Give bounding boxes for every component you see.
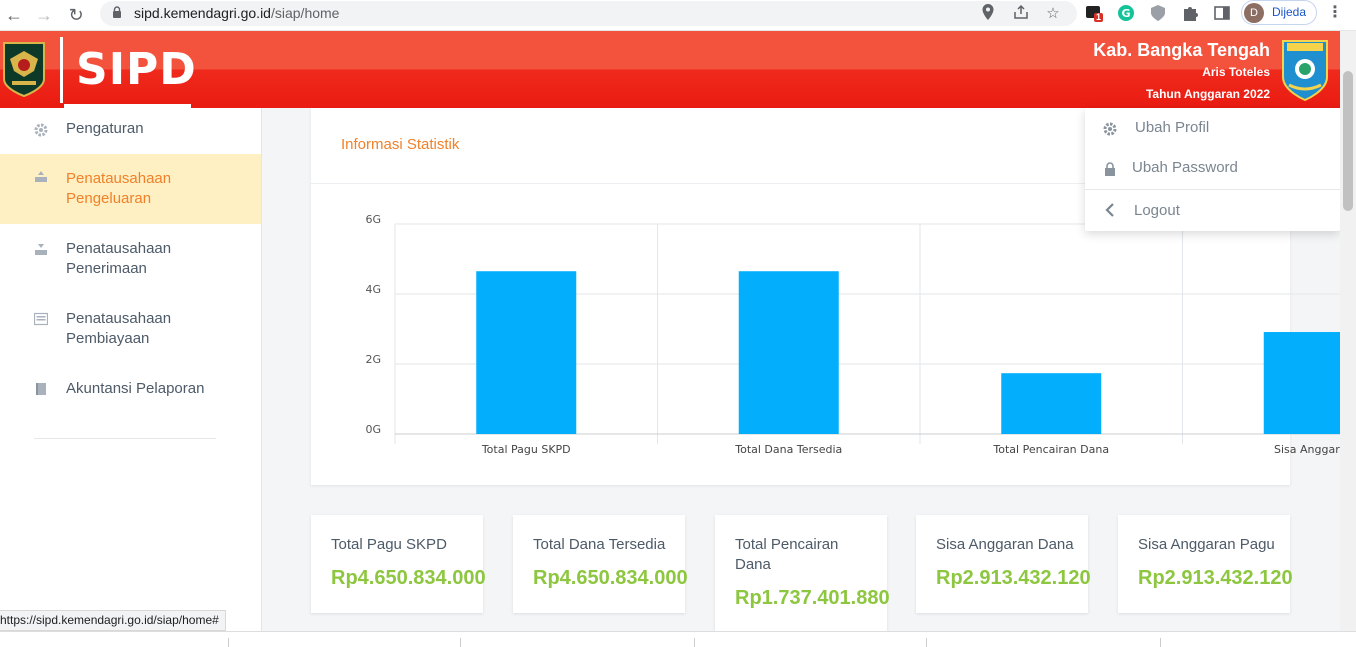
separator xyxy=(228,638,229,647)
user-dropdown-menu: Ubah Profil Ubah Password Logout xyxy=(1085,108,1340,231)
sidebar-divider xyxy=(34,438,216,439)
summary-label: Total Pagu SKPD xyxy=(331,536,447,553)
scrollbar-thumb[interactable] xyxy=(1343,71,1353,211)
profile-button[interactable]: D Dijeda xyxy=(1241,0,1317,25)
statistic-bar-chart: 0G 2G 4G 6G Total Pagu SKPD Total Dana Tersed… xyxy=(365,213,1340,456)
side-panel-icon[interactable] xyxy=(1213,4,1231,22)
region-name: Kab. Bangka Tengah xyxy=(1093,40,1270,60)
summary-card-total-pencairan: Total Pencairan Dana Rp1.737.401.880 xyxy=(715,515,890,631)
x-tick-label: Total Pagu SKPD xyxy=(481,443,571,456)
reload-icon[interactable]: ↻ xyxy=(68,5,84,25)
gear-icon xyxy=(34,123,48,137)
svg-text:G: G xyxy=(1121,7,1130,20)
y-tick-label: 6G xyxy=(365,213,381,226)
user-name: Aris Toteles xyxy=(1202,65,1270,79)
card-divider xyxy=(311,183,1290,184)
summary-value: Rp2.913.432.120 xyxy=(1138,567,1293,589)
y-tick-label: 2G xyxy=(365,353,381,366)
extension-badge: 1 xyxy=(1096,12,1102,22)
summary-value: Rp2.913.432.120 xyxy=(936,567,1091,589)
menu-item-logout[interactable]: Logout xyxy=(1085,190,1340,230)
sidebar-item-label: Penatausahaan Penerimaan xyxy=(66,240,172,277)
page-scrollbar[interactable] xyxy=(1340,31,1356,631)
chevron-left-icon xyxy=(1105,203,1114,217)
sidebar-item-label: Pengaturan xyxy=(66,120,144,137)
summary-label: Sisa Anggaran Pagu xyxy=(1138,536,1275,553)
menu-item-label: Ubah Profil xyxy=(1135,119,1210,136)
sidebar-item-label: Akuntansi Pelaporan xyxy=(66,380,205,397)
sidebar-item-penatausahaan-penerimaan[interactable]: Penatausahaan Penerimaan xyxy=(0,224,261,294)
gear-icon xyxy=(1103,122,1117,136)
bar xyxy=(476,271,577,434)
logo-underline xyxy=(64,104,191,108)
forward-icon[interactable]: → xyxy=(35,5,53,25)
menu-item-label: Ubah Password xyxy=(1132,159,1238,176)
url-text: sipd.kemendagri.go.id/siap/home xyxy=(134,5,340,21)
fiscal-year: Tahun Anggaran 2022 xyxy=(1145,87,1270,101)
address-bar[interactable]: sipd.kemendagri.go.id/siap/home ☆ xyxy=(100,1,1077,26)
regency-emblem-icon[interactable] xyxy=(1281,37,1329,101)
y-tick-label: 4G xyxy=(365,283,381,296)
separator xyxy=(1160,638,1161,647)
bar xyxy=(1001,373,1102,434)
inbox-icon xyxy=(35,244,47,255)
summary-card-sisa-dana: Sisa Anggaran Dana Rp2.913.432.120 xyxy=(916,515,1091,613)
puzzle-icon[interactable] xyxy=(1181,4,1199,22)
statistic-title: Informasi Statistik xyxy=(341,136,460,153)
shield-icon[interactable] xyxy=(1149,4,1167,22)
x-tick-label: Total Pencairan Dana xyxy=(992,443,1109,456)
status-link-preview: https://sipd.kemendagri.go.id/siap/home# xyxy=(0,610,226,631)
x-tick-label: Sisa Anggaran xyxy=(1274,443,1340,456)
sidebar-item-akuntansi-pelaporan[interactable]: Akuntansi Pelaporan xyxy=(0,364,261,410)
separator xyxy=(926,638,927,647)
book-icon xyxy=(36,383,46,395)
menu-item-ubah-profil[interactable]: Ubah Profil xyxy=(1085,108,1340,148)
bookmark-star-icon[interactable]: ☆ xyxy=(1046,5,1060,22)
separator xyxy=(460,638,461,647)
menu-item-label: Logout xyxy=(1134,202,1180,219)
summary-value: Rp1.737.401.880 xyxy=(735,587,890,609)
separator xyxy=(694,638,695,647)
bottom-strip xyxy=(0,631,1356,647)
list-icon xyxy=(34,312,48,326)
sidebar-item-pengaturan[interactable]: Pengaturan xyxy=(0,108,261,154)
sidebar-item-label: Penatausahaan Pengeluaran xyxy=(66,170,172,207)
sidebar-item-penatausahaan-pengeluaran[interactable]: Penatausahaan Pengeluaran xyxy=(0,154,261,224)
grammarly-icon[interactable]: G xyxy=(1117,4,1135,22)
avatar: D xyxy=(1244,3,1264,23)
lock-icon xyxy=(1105,162,1115,176)
location-icon[interactable] xyxy=(978,4,998,24)
bar xyxy=(1263,332,1340,434)
bar xyxy=(738,271,839,434)
summary-card-sisa-pagu: Sisa Anggaran Pagu Rp2.913.432.120 xyxy=(1118,515,1293,613)
outbox-icon xyxy=(35,171,47,182)
summary-label: Total Dana Tersedia xyxy=(533,536,666,553)
menu-item-ubah-password[interactable]: Ubah Password xyxy=(1085,148,1340,188)
summary-card-total-pagu: Total Pagu SKPD Rp4.650.834.000 xyxy=(311,515,486,613)
sidebar: Pengaturan Penatausahaan Pengeluaran Pen… xyxy=(0,108,262,631)
menu-kebab-icon[interactable]: ⋮ xyxy=(1327,4,1343,21)
lock-icon xyxy=(113,6,121,18)
x-tick-label: Total Dana Tersedia xyxy=(734,443,842,456)
browser-toolbar: ← → ↻ sipd.kemendagri.go.id/siap/home ☆ … xyxy=(0,0,1356,31)
app-header: SIPD Kab. Bangka Tengah Aris Toteles Tah… xyxy=(0,31,1340,108)
sidebar-item-label: Penatausahaan Pembiayaan xyxy=(66,310,172,347)
y-tick-label: 0G xyxy=(365,423,381,436)
app-logo-text: SIPD xyxy=(76,44,197,95)
summary-label: Sisa Anggaran Dana xyxy=(936,536,1074,553)
share-icon[interactable] xyxy=(1011,4,1031,24)
garuda-emblem-icon xyxy=(3,42,45,97)
back-icon[interactable]: ← xyxy=(5,5,23,25)
sidebar-item-penatausahaan-pembiayaan[interactable]: Penatausahaan Pembiayaan xyxy=(0,294,261,364)
summary-label: Total Pencairan Dana xyxy=(735,536,839,573)
summary-value: Rp4.650.834.000 xyxy=(533,567,688,589)
logo-divider xyxy=(60,37,63,103)
extension-icon[interactable]: 1 xyxy=(1085,4,1103,22)
profile-name: Dijeda xyxy=(1272,5,1307,19)
user-info[interactable]: Kab. Bangka Tengah Aris Toteles Tahun An… xyxy=(1093,39,1270,103)
summary-card-total-dana: Total Dana Tersedia Rp4.650.834.000 xyxy=(513,515,688,613)
summary-value: Rp4.650.834.000 xyxy=(331,567,486,589)
dropdown-divider xyxy=(1085,189,1340,190)
